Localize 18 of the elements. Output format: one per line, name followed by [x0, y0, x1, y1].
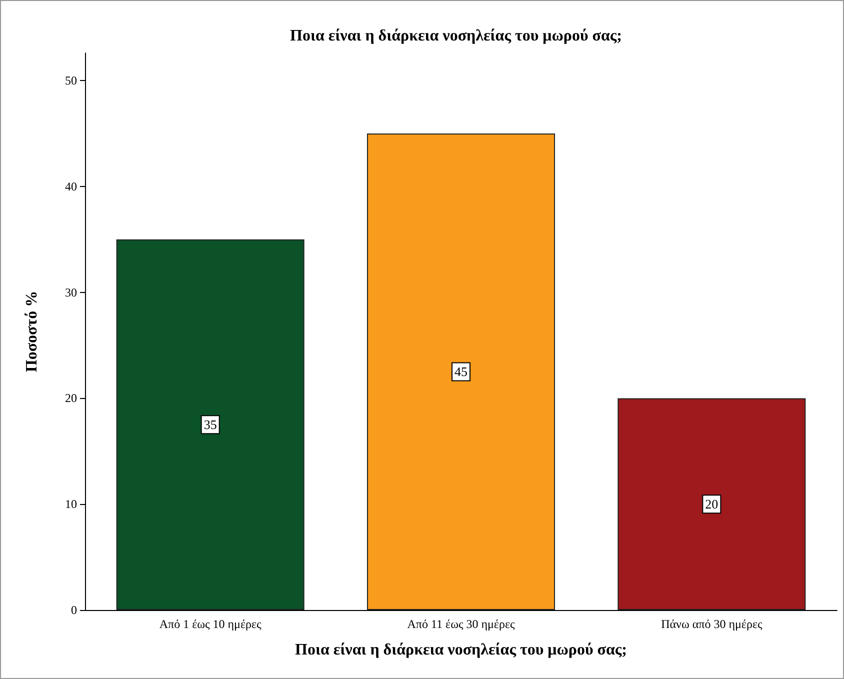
y-tick-label: 10 [65, 497, 77, 512]
y-axis-title: Ποσοστό % [24, 290, 40, 372]
y-tick-label: 0 [71, 603, 77, 617]
chart-title: Ποια είναι η διάρκεια νοσηλείας του μωρού σας; [290, 28, 622, 44]
x-tick-label: Από 1 έως 10 ημέρες [159, 617, 262, 631]
data-label: 20 [705, 496, 718, 512]
bar [618, 398, 806, 610]
x-tick-label: Από 11 έως 30 ημέρες [407, 617, 515, 631]
bar [367, 133, 555, 610]
x-axis-title: Ποια είναι η διάρκεια νοσηλείας του μωρού σας; [295, 642, 627, 658]
y-tick-label: 20 [65, 391, 77, 406]
y-tick-label: 50 [65, 74, 77, 88]
data-label: 45 [454, 364, 468, 380]
y-tick-label: 30 [65, 285, 77, 300]
data-label: 35 [204, 417, 217, 432]
x-tick-label: Πάνω από 30 ημέρες [661, 617, 762, 631]
bar [116, 239, 304, 610]
y-tick-label: 40 [65, 179, 77, 194]
